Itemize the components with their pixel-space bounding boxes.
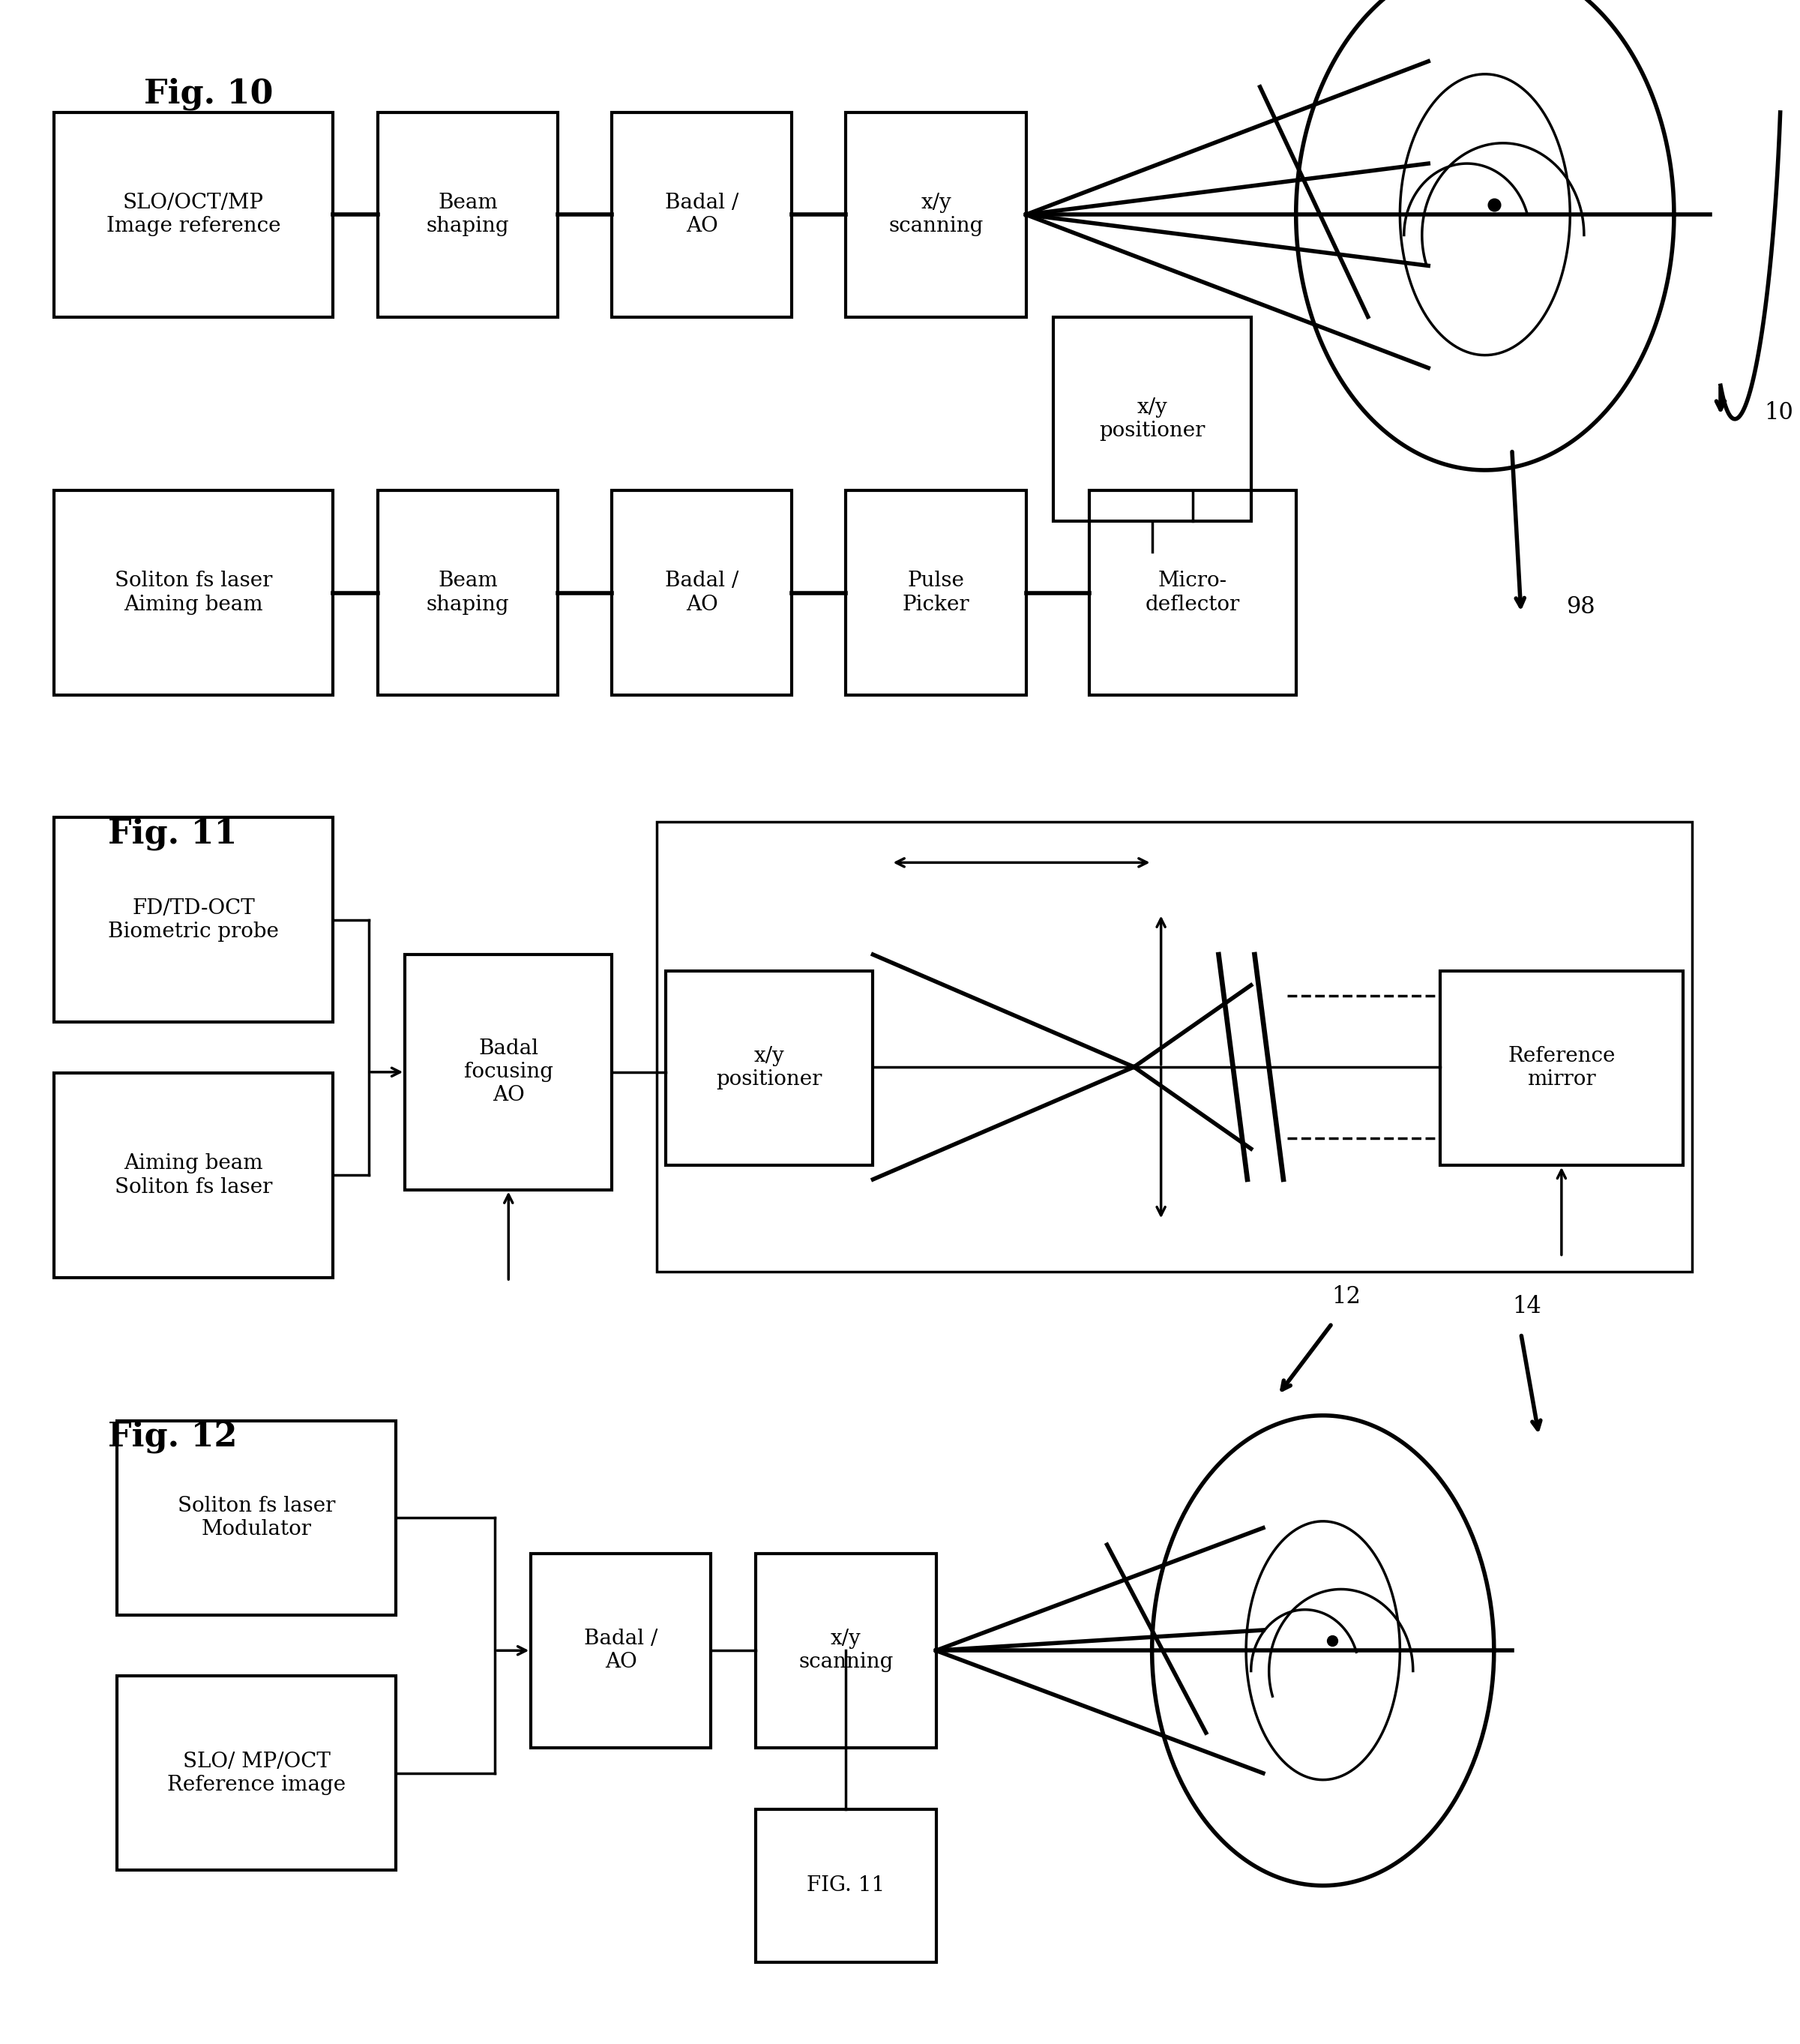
Text: 10: 10 bbox=[1764, 401, 1793, 425]
Text: SLO/OCT/MP
Image reference: SLO/OCT/MP Image reference bbox=[106, 192, 281, 237]
Bar bbox=[54, 1073, 333, 1278]
Text: Badal /
AO: Badal / AO bbox=[585, 1629, 657, 1672]
Bar bbox=[612, 491, 792, 695]
Text: Soliton fs laser
Aiming beam: Soliton fs laser Aiming beam bbox=[115, 570, 272, 615]
Text: FIG. 11: FIG. 11 bbox=[806, 1876, 886, 1895]
Text: Fig. 10: Fig. 10 bbox=[144, 78, 274, 110]
Bar bbox=[846, 112, 1026, 317]
Text: Soliton fs laser
Modulator: Soliton fs laser Modulator bbox=[178, 1496, 335, 1539]
Text: FD/TD-OCT
Biometric probe: FD/TD-OCT Biometric probe bbox=[108, 897, 279, 942]
Text: Beam
shaping: Beam shaping bbox=[427, 192, 509, 237]
Bar bbox=[378, 112, 558, 317]
Text: 14: 14 bbox=[1512, 1296, 1541, 1318]
Text: x/y
positioner: x/y positioner bbox=[716, 1047, 823, 1089]
Bar bbox=[117, 1676, 396, 1870]
Bar bbox=[531, 1553, 711, 1748]
Text: Pulse
Picker: Pulse Picker bbox=[902, 570, 970, 615]
Text: 98: 98 bbox=[1566, 595, 1595, 619]
Bar bbox=[117, 1421, 396, 1615]
Bar bbox=[666, 971, 873, 1165]
Text: x/y
positioner: x/y positioner bbox=[1100, 397, 1204, 442]
Bar bbox=[405, 955, 612, 1190]
Bar bbox=[378, 491, 558, 695]
Text: Micro-
deflector: Micro- deflector bbox=[1145, 570, 1240, 615]
Text: Badal /
AO: Badal / AO bbox=[666, 192, 738, 237]
Text: SLO/ MP/OCT
Reference image: SLO/ MP/OCT Reference image bbox=[167, 1752, 346, 1795]
Text: x/y
scanning: x/y scanning bbox=[799, 1629, 893, 1672]
Text: 12: 12 bbox=[1332, 1286, 1361, 1308]
Text: Fig. 11: Fig. 11 bbox=[108, 818, 238, 850]
Bar bbox=[756, 1809, 936, 1962]
Bar bbox=[1089, 491, 1296, 695]
Text: Fig. 12: Fig. 12 bbox=[108, 1421, 238, 1453]
Bar bbox=[54, 491, 333, 695]
Text: x/y
scanning: x/y scanning bbox=[889, 192, 983, 237]
Text: Aiming beam
Soliton fs laser: Aiming beam Soliton fs laser bbox=[115, 1153, 272, 1198]
Bar bbox=[54, 112, 333, 317]
Bar bbox=[1440, 971, 1683, 1165]
Bar bbox=[612, 112, 792, 317]
Bar bbox=[657, 822, 1692, 1271]
Bar bbox=[54, 818, 333, 1022]
Text: Badal /
AO: Badal / AO bbox=[666, 570, 738, 615]
Bar bbox=[846, 491, 1026, 695]
Bar bbox=[1053, 317, 1251, 521]
Text: Badal
focusing
AO: Badal focusing AO bbox=[464, 1038, 553, 1106]
Bar bbox=[756, 1553, 936, 1748]
Text: Reference
mirror: Reference mirror bbox=[1508, 1047, 1615, 1089]
Text: Beam
shaping: Beam shaping bbox=[427, 570, 509, 615]
